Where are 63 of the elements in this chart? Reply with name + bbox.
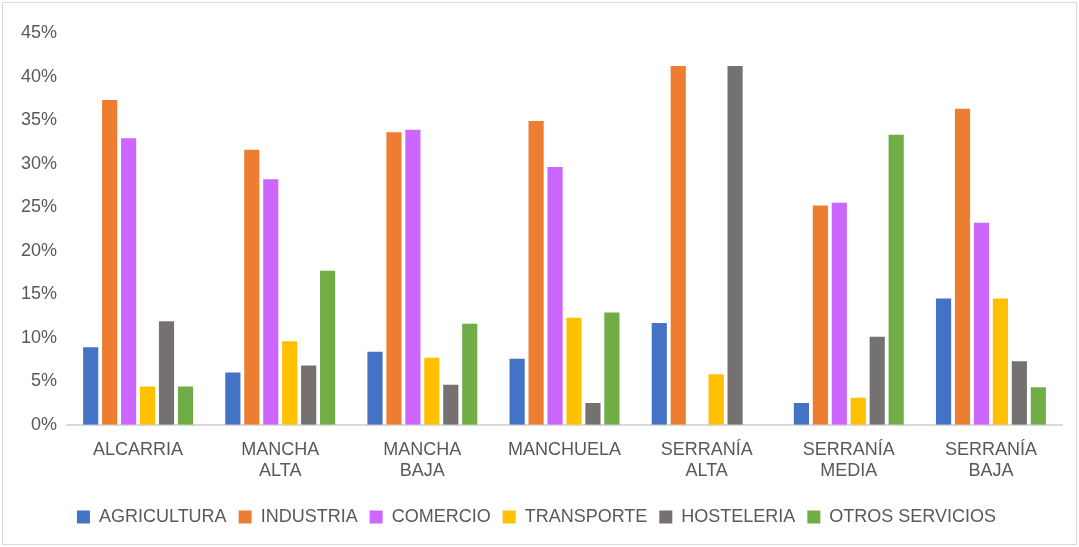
bar bbox=[121, 138, 137, 425]
bar bbox=[547, 167, 563, 425]
x-tick-label: SERRANÍA ALTA bbox=[660, 438, 753, 481]
bar bbox=[528, 120, 544, 425]
bar bbox=[301, 365, 317, 425]
x-tick-label: MANCHA ALTA bbox=[241, 438, 320, 481]
y-tick-label: 25% bbox=[21, 196, 58, 217]
y-tick-label: 0% bbox=[31, 413, 58, 434]
bar bbox=[367, 351, 383, 425]
y-tick-label: 20% bbox=[21, 239, 58, 260]
x-tick-label: MANCHA BAJA bbox=[383, 438, 462, 481]
legend-label: TRANSPORTE bbox=[524, 505, 648, 526]
y-tick-label: 35% bbox=[21, 109, 58, 130]
x-tick-label: SERRANÍA MEDIA bbox=[802, 438, 895, 481]
bar bbox=[263, 179, 279, 425]
bar bbox=[102, 100, 118, 425]
x-tick-label: MANCHUELA bbox=[508, 438, 622, 459]
bar bbox=[869, 336, 885, 425]
bar bbox=[320, 270, 336, 425]
bar bbox=[651, 322, 667, 425]
bar bbox=[83, 347, 99, 425]
y-tick-label: 45% bbox=[21, 21, 58, 42]
bar bbox=[244, 149, 260, 425]
y-tick-label: 10% bbox=[21, 326, 58, 347]
bar bbox=[462, 323, 478, 425]
bar bbox=[1011, 361, 1027, 425]
bar bbox=[443, 384, 459, 425]
bar bbox=[954, 108, 971, 425]
bar bbox=[225, 372, 241, 425]
bar bbox=[992, 298, 1008, 425]
legend-label: INDUSTRIA bbox=[260, 505, 358, 526]
legend-label: OTROS SERVICIOS bbox=[829, 505, 997, 526]
bar bbox=[405, 129, 421, 425]
bar bbox=[177, 386, 194, 425]
bar bbox=[708, 374, 724, 425]
x-tick-label: ALCARRIA bbox=[93, 438, 184, 459]
bar bbox=[509, 358, 525, 425]
bar bbox=[727, 66, 743, 425]
bar bbox=[831, 202, 847, 425]
legend-label: COMERCIO bbox=[391, 505, 491, 526]
y-tick-label: 15% bbox=[21, 283, 58, 304]
bar bbox=[585, 403, 601, 425]
bar bbox=[386, 132, 402, 425]
bar bbox=[812, 205, 828, 425]
bar bbox=[424, 357, 440, 425]
bar bbox=[888, 134, 904, 425]
x-tick-label: SERRANÍA BAJA bbox=[944, 438, 1037, 481]
bar bbox=[850, 397, 866, 425]
y-tick-label: 5% bbox=[31, 370, 58, 391]
y-tick-label: 30% bbox=[21, 152, 58, 173]
legend-label: HOSTELERIA bbox=[681, 505, 796, 526]
y-tick-label: 40% bbox=[21, 65, 58, 86]
bar bbox=[1030, 387, 1046, 425]
bar bbox=[139, 386, 156, 425]
bar bbox=[604, 312, 620, 425]
bar bbox=[935, 298, 952, 425]
bar bbox=[282, 341, 298, 425]
legend-label: AGRICULTURA bbox=[98, 505, 227, 526]
bar bbox=[566, 317, 582, 425]
bar bbox=[158, 321, 175, 425]
bar bbox=[670, 66, 686, 425]
bar bbox=[973, 222, 990, 425]
bar bbox=[793, 403, 809, 425]
